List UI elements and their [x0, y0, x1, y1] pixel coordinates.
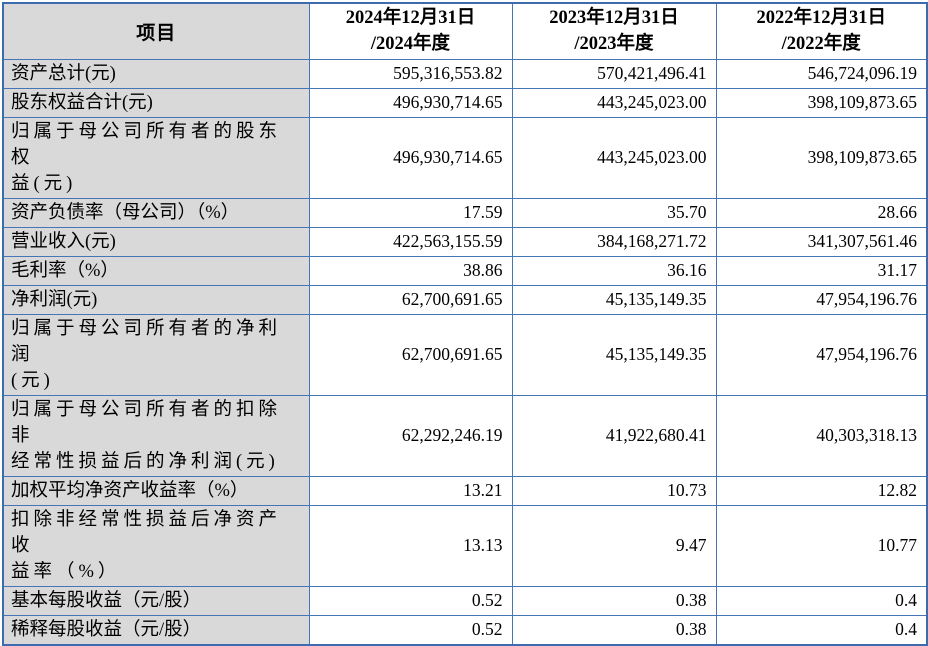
value-2022: 341,307,561.46	[715, 226, 928, 257]
value-2022: 0.4	[715, 614, 928, 645]
table-row-basic-eps: 基本每股收益（元/股） 0.52 0.38 0.4	[2, 585, 928, 616]
value-2024: 496,930,714.65	[308, 116, 513, 199]
value-2024: 62,700,691.65	[308, 313, 513, 396]
value-2022: 546,724,096.19	[715, 58, 928, 89]
row-label: 资产负债率（母公司）（%）	[2, 197, 310, 228]
value-2023: 443,245,023.00	[511, 116, 717, 199]
table-row-net-profit-attributable-to-parent: 归属于母公司所有者的净利润 (元) 62,700,691.65 45,135,1…	[2, 313, 928, 396]
table-row-total-assets: 资产总计(元) 595,316,553.82 570,421,496.41 54…	[2, 58, 928, 89]
value-2023: 384,168,271.72	[511, 226, 717, 257]
value-2024: 13.13	[308, 504, 513, 587]
value-2024: 62,700,691.65	[308, 284, 513, 315]
value-2023: 9.47	[511, 504, 717, 587]
value-2024: 38.86	[308, 255, 513, 286]
table-row-weighted-avg-roe: 加权平均净资产收益率（%） 13.21 10.73 12.82	[2, 475, 928, 506]
row-label: 扣除非经常性损益后净资产收 益率（%）	[2, 504, 310, 587]
table-row-operating-revenue: 营业收入(元) 422,563,155.59 384,168,271.72 34…	[2, 226, 928, 257]
row-label: 稀释每股收益（元/股）	[2, 614, 310, 645]
table-row-equity-attributable-to-parent: 归属于母公司所有者的股东权 益(元) 496,930,714.65 443,24…	[2, 116, 928, 199]
value-2024: 595,316,553.82	[308, 58, 513, 89]
row-label: 加权平均净资产收益率（%）	[2, 475, 310, 506]
row-label: 归属于母公司所有者的扣除非 经常性损益后的净利润(元)	[2, 394, 310, 477]
table-row-net-profit-after-non-recurring: 归属于母公司所有者的扣除非 经常性损益后的净利润(元) 62,292,246.1…	[2, 394, 928, 477]
row-label: 股东权益合计(元)	[2, 87, 310, 118]
value-2022: 47,954,196.76	[715, 284, 928, 315]
value-2022: 0.4	[715, 585, 928, 616]
value-2023: 570,421,496.41	[511, 58, 717, 89]
value-2024: 0.52	[308, 585, 513, 616]
value-2022: 398,109,873.65	[715, 116, 928, 199]
value-2022: 31.17	[715, 255, 928, 286]
value-2023: 41,922,680.41	[511, 394, 717, 477]
table-row-gross-margin: 毛利率（%） 38.86 36.16 31.17	[2, 255, 928, 286]
value-2024: 17.59	[308, 197, 513, 228]
value-2024: 13.21	[308, 475, 513, 506]
column-header-2022: 2022年12月31日 /2022年度	[715, 2, 928, 60]
row-label: 归属于母公司所有者的股东权 益(元)	[2, 116, 310, 199]
row-label: 净利润(元)	[2, 284, 310, 315]
value-2023: 35.70	[511, 197, 717, 228]
row-label: 资产总计(元)	[2, 58, 310, 89]
column-header-2024: 2024年12月31日 /2024年度	[308, 2, 513, 60]
table-row-debt-ratio-parent: 资产负债率（母公司）（%） 17.59 35.70 28.66	[2, 197, 928, 228]
value-2023: 443,245,023.00	[511, 87, 717, 118]
row-label: 归属于母公司所有者的净利润 (元)	[2, 313, 310, 396]
table-row-total-equity: 股东权益合计(元) 496,930,714.65 443,245,023.00 …	[2, 87, 928, 118]
value-2024: 62,292,246.19	[308, 394, 513, 477]
value-2022: 398,109,873.65	[715, 87, 928, 118]
header-row: 项目 2024年12月31日 /2024年度 2023年12月31日 /2023…	[2, 2, 928, 60]
value-2022: 47,954,196.76	[715, 313, 928, 396]
value-2022: 12.82	[715, 475, 928, 506]
row-label: 毛利率（%）	[2, 255, 310, 286]
row-label: 营业收入(元)	[2, 226, 310, 257]
value-2024: 422,563,155.59	[308, 226, 513, 257]
value-2022: 28.66	[715, 197, 928, 228]
value-2023: 0.38	[511, 585, 717, 616]
value-2023: 0.38	[511, 614, 717, 645]
value-2023: 36.16	[511, 255, 717, 286]
row-label: 基本每股收益（元/股）	[2, 585, 310, 616]
value-2024: 0.52	[308, 614, 513, 645]
value-2024: 496,930,714.65	[308, 87, 513, 118]
value-2022: 40,303,318.13	[715, 394, 928, 477]
column-header-2023: 2023年12月31日 /2023年度	[511, 2, 717, 60]
table-row-net-profit: 净利润(元) 62,700,691.65 45,135,149.35 47,95…	[2, 284, 928, 315]
value-2023: 45,135,149.35	[511, 313, 717, 396]
value-2022: 10.77	[715, 504, 928, 587]
column-header-item: 项目	[2, 2, 310, 60]
value-2023: 10.73	[511, 475, 717, 506]
table-row-roe-after-non-recurring: 扣除非经常性损益后净资产收 益率（%） 13.13 9.47 10.77	[2, 504, 928, 587]
value-2023: 45,135,149.35	[511, 284, 717, 315]
table-row-diluted-eps: 稀释每股收益（元/股） 0.52 0.38 0.4	[2, 614, 928, 645]
